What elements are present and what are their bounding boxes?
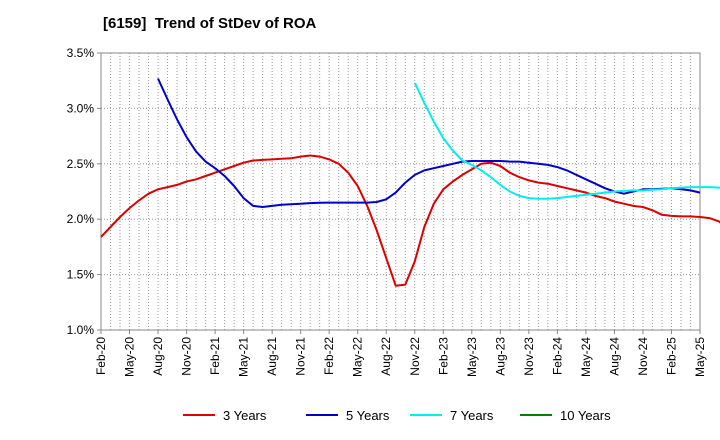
- series-line-0: [100, 154, 720, 287]
- x-tick-label: Aug-20: [151, 337, 165, 376]
- legend-label: 10 Years: [560, 408, 611, 423]
- x-tick-label: May-22: [351, 337, 365, 377]
- x-tick-label: Nov-23: [522, 337, 536, 376]
- plot-frame: [100, 52, 701, 331]
- x-tick-label: May-20: [123, 337, 137, 377]
- x-tick-label: Aug-22: [379, 337, 393, 376]
- grid-layer: [101, 53, 700, 330]
- x-tick-label: May-23: [465, 337, 479, 377]
- x-tick-label: Aug-21: [265, 337, 279, 376]
- series-line-2: [413, 82, 720, 200]
- x-tick-label: Feb-22: [322, 337, 336, 375]
- x-tick-label: Aug-23: [493, 337, 507, 376]
- x-tick-label: Feb-24: [550, 337, 564, 375]
- x-tick-label: Nov-22: [408, 337, 422, 376]
- y-tick-label: 3.0%: [67, 101, 95, 115]
- x-tick-label: May-24: [579, 337, 593, 377]
- series-line-1: [157, 78, 701, 208]
- legend-label: 5 Years: [346, 408, 390, 423]
- legend-layer: 3 Years 5 Years 7 Years 10 Years: [183, 408, 611, 423]
- x-tick-label: Feb-21: [208, 337, 222, 375]
- y-tick-label: 2.0%: [67, 212, 95, 226]
- y-tick-label: 3.5%: [67, 46, 95, 60]
- y-tick-label: 2.5%: [67, 157, 95, 171]
- x-tick-label: Nov-20: [180, 337, 194, 376]
- series-layer: [100, 78, 720, 287]
- chart-title: [6159] Trend of StDev of ROA: [103, 15, 317, 32]
- x-tick-label: Nov-21: [294, 337, 308, 376]
- x-tick-label: May-21: [237, 337, 251, 377]
- axis-layer: 1.0% 1.5% 2.0% 2.5% 3.0% 3.5% Feb-20 May-20 Aug-…: [67, 46, 707, 377]
- x-tick-label: Aug-24: [607, 337, 621, 376]
- x-tick-label: Nov-24: [636, 337, 650, 376]
- legend-label: 3 Years: [223, 408, 267, 423]
- y-tick-label: 1.5%: [67, 268, 95, 282]
- x-tick-label: Feb-23: [436, 337, 450, 375]
- x-tick-label: May-25: [693, 337, 707, 377]
- legend-label: 7 Years: [450, 408, 494, 423]
- x-tick-label: Feb-25: [664, 337, 678, 375]
- y-tick-label: 1.0%: [67, 323, 95, 337]
- x-tick-label: Feb-20: [94, 337, 108, 375]
